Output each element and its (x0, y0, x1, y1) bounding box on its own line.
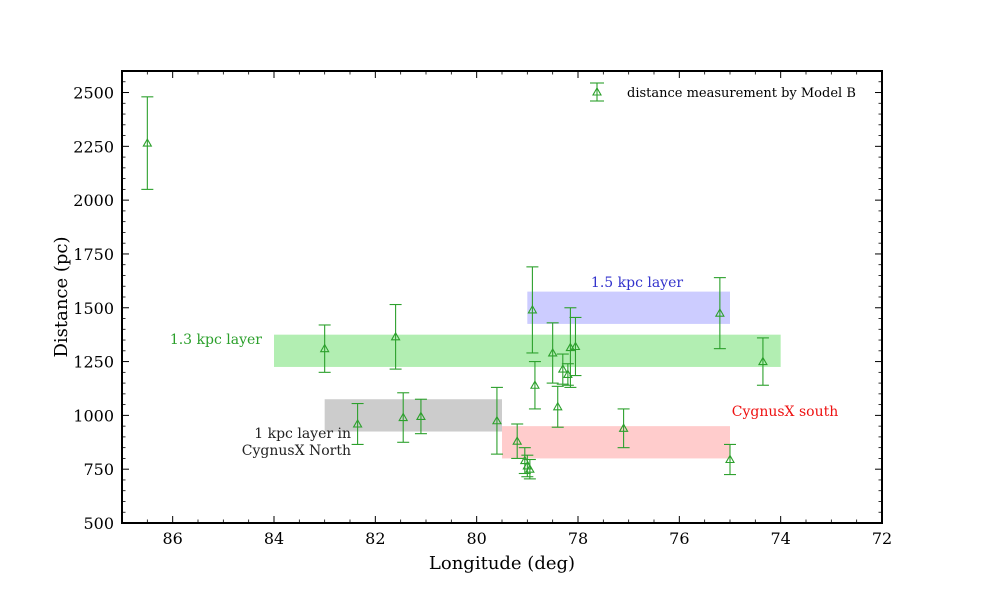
marker-20 (714, 308, 725, 317)
marker-19 (618, 423, 629, 432)
legend-label: distance measurement by Model B (627, 86, 856, 101)
marker-18 (570, 341, 581, 351)
y-tick-label-1: 750 (83, 460, 114, 479)
marker-12 (529, 380, 540, 389)
data-point-20 (713, 277, 726, 350)
marker-1 (319, 343, 330, 353)
x-tick-label-2: 82 (365, 529, 385, 548)
marker-10 (524, 464, 535, 473)
region-band-2 (324, 399, 502, 432)
y-tick-label-0: 500 (83, 514, 114, 533)
region-label-2-line-1: CygnusX North (242, 443, 351, 459)
x-tick-label-5: 76 (669, 529, 689, 548)
region-label-3: CygnusX south (732, 404, 839, 420)
y-tick-label-5: 1750 (73, 245, 114, 264)
marker-5 (415, 411, 426, 421)
marker-3 (390, 331, 401, 341)
region-band-1 (274, 334, 781, 367)
y-tick-label-2: 1000 (73, 406, 114, 425)
marker-4 (398, 412, 409, 422)
data-point-22 (756, 337, 769, 386)
data-point-1 (318, 324, 331, 373)
x-tick-label-3: 80 (466, 529, 486, 548)
data-point-13 (546, 322, 559, 384)
y-tick-label-7: 2250 (73, 137, 114, 156)
x-axis-label: Longitude (deg) (429, 553, 575, 574)
data-point-11 (526, 266, 539, 354)
data-point-10 (523, 458, 536, 480)
region-band-0 (527, 291, 730, 324)
data-point-14 (551, 385, 564, 428)
data-point-0 (141, 96, 154, 190)
region-label-2-line-0: 1 kpc layer in (254, 426, 351, 442)
marker-21 (725, 454, 735, 464)
marker-13 (547, 347, 558, 357)
data-point-7 (511, 423, 524, 459)
region-label-0: 1.5 kpc layer (591, 275, 683, 291)
data-point-15 (556, 353, 569, 385)
region-band-3 (502, 426, 730, 459)
data-point-3 (389, 303, 402, 370)
region-bands (274, 291, 781, 459)
data-point-21 (724, 443, 736, 476)
marker-0 (142, 137, 153, 147)
data-points (141, 96, 769, 480)
region-label-1: 1.3 kpc layer (170, 332, 262, 348)
data-point-12 (528, 361, 541, 410)
y-tick-label-4: 1500 (73, 299, 114, 318)
data-point-19 (617, 408, 630, 449)
marker-7 (512, 436, 523, 445)
marker-11 (527, 304, 538, 314)
x-tick-label-6: 74 (770, 529, 790, 548)
marker-6 (491, 415, 502, 425)
data-point-18 (569, 316, 582, 377)
chart-labels: 1.5 kpc layer 1.3 kpc layer 1 kpc layer in… (170, 275, 838, 459)
marker-15 (557, 363, 568, 373)
y-tick-label-3: 1250 (73, 353, 114, 372)
data-point-2 (351, 402, 364, 445)
marker-22 (757, 356, 768, 366)
x-tick-label-4: 78 (568, 529, 588, 548)
data-point-6 (490, 386, 503, 455)
marker-14 (552, 401, 563, 411)
legend: distance measurement by Model B (590, 82, 856, 102)
y-axis-label: Distance (pc) (51, 236, 72, 357)
legend-marker (592, 86, 602, 96)
data-point-4 (397, 392, 410, 443)
legend-entry-0: distance measurement by Model B (590, 82, 856, 102)
x-tick-label-0: 86 (162, 529, 182, 548)
axes: 86 84 82 80 78 76 74 72 500 750 1000 1250 1500 1750 20… (51, 70, 892, 574)
y-tick-label-8: 2500 (73, 84, 114, 103)
x-tick-label-7: 72 (872, 529, 892, 548)
x-tick-label-1: 84 (264, 529, 284, 548)
y-tick-label-6: 2000 (73, 191, 114, 210)
marker-2 (352, 418, 363, 428)
data-point-5 (414, 398, 427, 435)
